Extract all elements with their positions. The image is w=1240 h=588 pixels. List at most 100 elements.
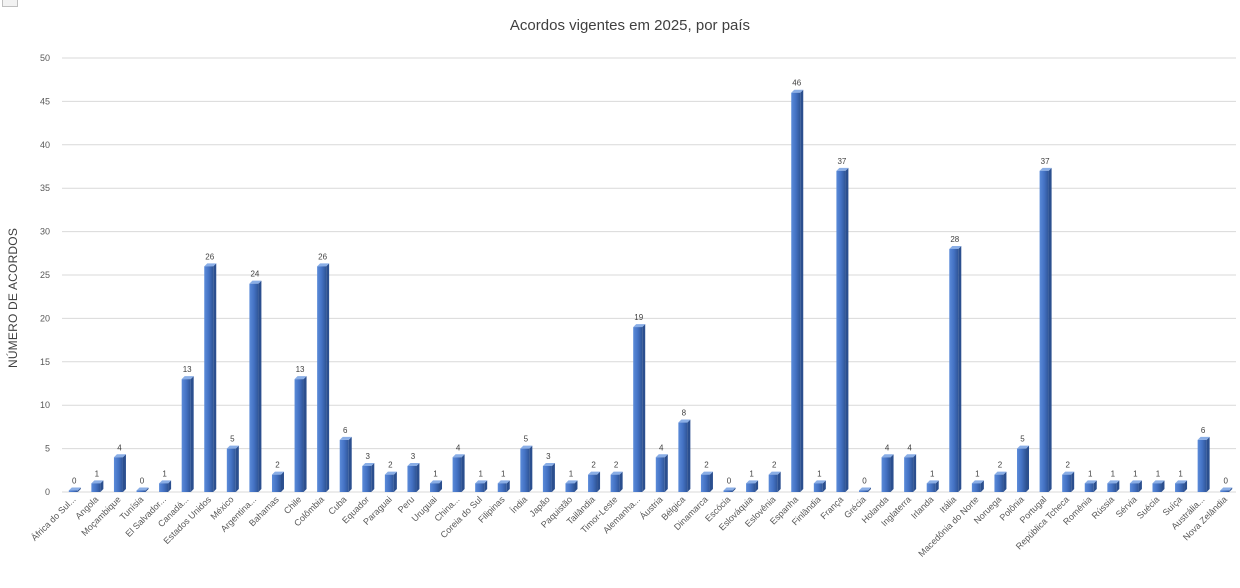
bar-side	[506, 480, 510, 492]
bar-front	[204, 266, 214, 492]
y-tick-label: 45	[40, 96, 50, 106]
bar-side	[664, 454, 668, 492]
bar-top	[339, 436, 352, 440]
bar-front	[858, 490, 868, 492]
bar-side	[461, 454, 465, 492]
bar-top	[565, 480, 578, 484]
bar	[1220, 487, 1233, 492]
bar-top	[181, 376, 194, 380]
bar-side	[574, 480, 578, 492]
bar	[791, 89, 804, 492]
data-label: 0	[862, 477, 867, 486]
x-tick-label: França	[818, 494, 845, 521]
x-tick-label: Irlanda	[909, 494, 936, 521]
bar-side	[213, 263, 217, 492]
bar	[1062, 471, 1075, 492]
bar-side	[890, 454, 894, 492]
bar	[271, 471, 284, 492]
bar	[204, 263, 217, 492]
bar	[430, 480, 443, 492]
bar	[1129, 480, 1142, 492]
data-label: 37	[837, 157, 846, 166]
bar	[475, 480, 488, 492]
bar	[904, 454, 917, 492]
bar-side	[1093, 480, 1097, 492]
bar-top	[813, 480, 826, 484]
y-tick-label: 35	[40, 183, 50, 193]
bar-front	[881, 457, 891, 492]
bar-side	[1071, 471, 1075, 492]
bar-top	[91, 480, 104, 484]
bar	[159, 480, 172, 492]
y-tick-label: 50	[40, 53, 50, 63]
bar-top	[1084, 480, 1097, 484]
bar-top	[858, 487, 871, 491]
data-label: 8	[682, 409, 687, 418]
bar-top	[159, 480, 172, 484]
bar-side	[100, 480, 104, 492]
bar	[926, 480, 939, 492]
bar-front	[542, 465, 552, 492]
bar-side	[1048, 167, 1052, 492]
bar-front	[768, 474, 778, 492]
bar	[68, 487, 81, 492]
bar	[678, 419, 691, 492]
bar-side	[393, 471, 397, 492]
bar-top	[633, 324, 646, 328]
bar-side	[980, 480, 984, 492]
data-label: 1	[478, 469, 483, 478]
bar-top	[1197, 436, 1210, 440]
bar	[91, 480, 104, 492]
bar	[994, 471, 1007, 492]
bar-top	[542, 462, 555, 466]
bar-side	[800, 89, 804, 492]
data-label: 24	[250, 270, 259, 279]
data-label: 2	[1065, 461, 1070, 470]
bar-top	[791, 89, 804, 93]
bar	[520, 445, 533, 492]
y-tick-label: 20	[40, 313, 50, 323]
data-label: 6	[1201, 426, 1206, 435]
data-label: 1	[1088, 469, 1093, 478]
bar-front	[339, 439, 349, 492]
bar-side	[1138, 480, 1142, 492]
bar	[971, 480, 984, 492]
bar	[565, 480, 578, 492]
bar-front	[159, 483, 169, 492]
bar	[1152, 480, 1165, 492]
bar-top	[204, 263, 217, 267]
data-label: 2	[591, 461, 596, 470]
bar-side	[845, 167, 849, 492]
data-label: 1	[1156, 469, 1161, 478]
bar-top	[610, 471, 623, 475]
y-tick-label: 30	[40, 227, 50, 237]
data-label: 5	[524, 435, 529, 444]
bar	[181, 376, 194, 492]
bar-top	[384, 471, 397, 475]
bar-front	[700, 474, 710, 492]
bar-side	[168, 480, 172, 492]
bar-side	[551, 462, 555, 492]
bar-side	[235, 445, 239, 492]
bar-side	[303, 376, 307, 492]
data-label: 0	[72, 477, 77, 486]
bar-top	[655, 454, 668, 458]
bar	[949, 245, 962, 492]
bar-front	[1107, 483, 1117, 492]
bar-front	[949, 248, 959, 492]
corner-handle	[2, 0, 18, 7]
bar-front	[1129, 483, 1139, 492]
x-tick-label: África do Sul...	[29, 494, 77, 542]
bar	[588, 471, 601, 492]
bar-front	[68, 490, 78, 492]
bar-side	[1116, 480, 1120, 492]
bar	[700, 471, 713, 492]
data-label: 28	[950, 235, 959, 244]
bar-top	[249, 280, 262, 284]
bar-side	[913, 454, 917, 492]
data-label: 4	[885, 443, 890, 452]
y-axis-ticks: 0 5 10 15 20 25 30 35 40 45 50	[40, 53, 50, 497]
bar-top	[971, 480, 984, 484]
x-tick-label: Suécia	[1135, 494, 1162, 521]
